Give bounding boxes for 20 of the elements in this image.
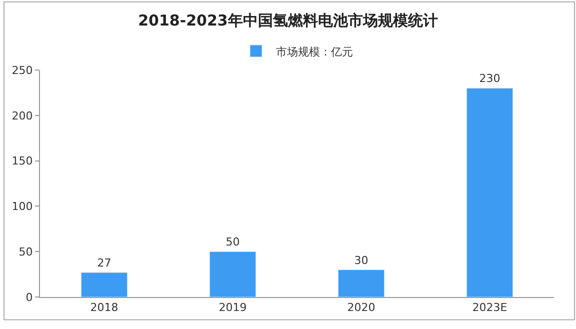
x-tick-label: 2019 (218, 301, 247, 314)
y-tick-label: 200 (12, 109, 33, 122)
legend-label: 市场规模：亿元 (276, 45, 353, 58)
y-tick-label: 0 (26, 290, 33, 304)
chart-title: 2018-2023年中国氢燃料电池市场规模统计 (138, 11, 438, 30)
y-tick-label: 150 (12, 154, 33, 168)
bar (209, 251, 256, 297)
y-tick-label: 50 (18, 245, 33, 258)
x-tick-label: 2018 (90, 301, 118, 314)
bar (466, 88, 514, 297)
data-label: 30 (354, 254, 368, 267)
data-label: 50 (226, 236, 240, 249)
y-tick-label: 100 (12, 200, 33, 214)
data-label: 27 (97, 256, 112, 270)
bar (338, 270, 385, 297)
bar (80, 272, 128, 297)
x-tick-label: 2020 (347, 301, 376, 314)
y-tick-label: 250 (12, 64, 33, 77)
data-label: 230 (479, 72, 500, 86)
x-tick-label: 2023E (472, 301, 508, 314)
